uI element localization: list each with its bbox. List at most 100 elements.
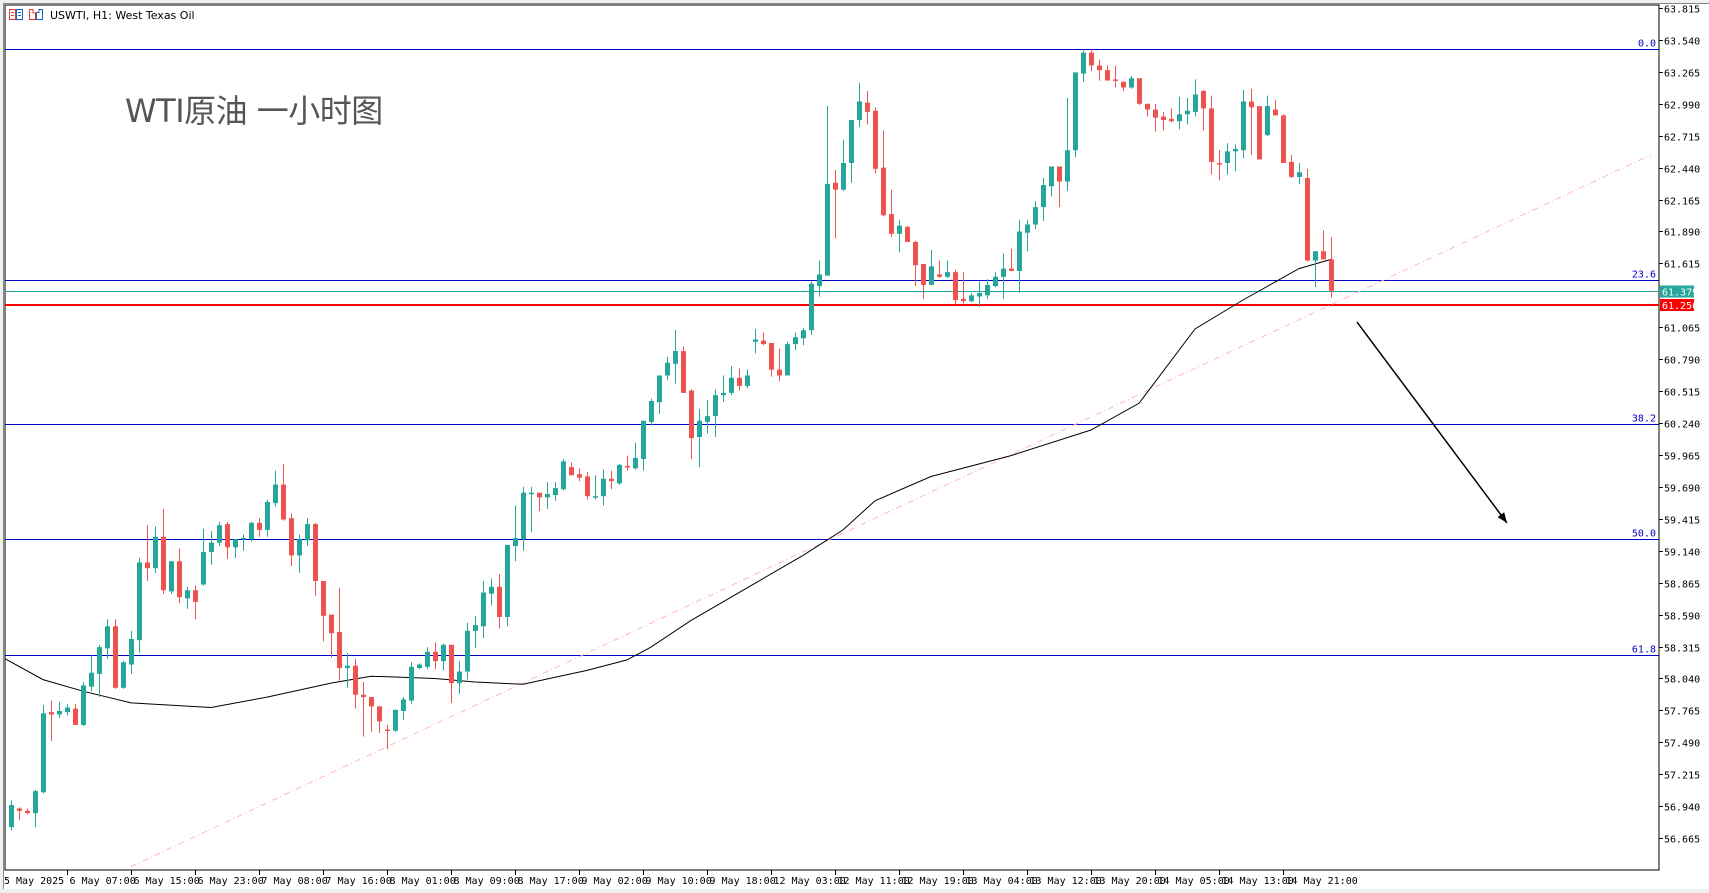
plot-area[interactable] xyxy=(4,4,1660,871)
candle-body xyxy=(1329,259,1334,291)
bullish-candle xyxy=(137,557,142,653)
candle-body xyxy=(489,586,494,594)
bullish-candle xyxy=(401,697,406,721)
bullish-candle xyxy=(1049,166,1054,197)
time-tick-label: 8 May 01:00 xyxy=(390,876,456,887)
bullish-candle xyxy=(1033,201,1038,230)
candle-body xyxy=(129,639,134,665)
price-tick-label: 63.265 xyxy=(1664,69,1700,80)
bearish-candle xyxy=(761,332,766,346)
bearish-candle xyxy=(337,587,342,681)
bullish-candle xyxy=(489,578,494,606)
price-axis[interactable]: 63.815 63.540 63.265 62.990 62.715 62.440 62.1… xyxy=(1659,5,1700,846)
bullish-candle xyxy=(9,800,14,831)
candle-body xyxy=(1017,231,1022,271)
bullish-candle xyxy=(249,521,254,542)
candle-body xyxy=(697,420,702,437)
candle-body xyxy=(473,625,478,631)
candle-body xyxy=(1193,94,1198,112)
time-tick-label: 7 May 16:00 xyxy=(326,876,392,887)
candle-body xyxy=(337,632,342,669)
candle-body xyxy=(1281,115,1286,163)
bearish-candle xyxy=(289,513,294,566)
time-axis[interactable]: 5 May 2025 6 May 07:006 May 15:006 May 23… xyxy=(4,870,1358,887)
price-tick-label: 61.615 xyxy=(1664,260,1700,271)
bullish-candle xyxy=(105,619,110,659)
ask-price-tag xyxy=(1660,299,1694,311)
candle-body xyxy=(57,710,62,715)
candle-body xyxy=(609,478,614,482)
chart-window-icon[interactable] xyxy=(29,9,43,20)
candle-body xyxy=(1209,108,1214,162)
bullish-candle xyxy=(793,332,798,350)
time-tick-label: 6 May 23:00 xyxy=(198,876,264,887)
candle-body xyxy=(401,699,406,711)
candle-body xyxy=(953,272,958,300)
candle-body xyxy=(1105,70,1110,81)
bearish-candle xyxy=(609,470,614,490)
candle-body xyxy=(633,457,638,469)
bullish-candle xyxy=(553,482,558,501)
bullish-candle xyxy=(89,655,94,692)
bullish-candle xyxy=(169,561,174,594)
bullish-candle xyxy=(745,369,750,389)
candle-body xyxy=(537,492,542,498)
candle-body xyxy=(881,167,886,216)
candle-body xyxy=(753,339,758,342)
chart-list-icon[interactable] xyxy=(9,9,23,20)
bullish-candle xyxy=(41,705,46,794)
bullish-candle xyxy=(1065,97,1070,191)
candle-body xyxy=(305,524,310,541)
candle-body xyxy=(1073,72,1078,151)
bearish-candle xyxy=(1281,114,1286,163)
candle-body xyxy=(913,241,918,266)
bearish-candle xyxy=(585,471,590,500)
candle-body xyxy=(177,561,182,598)
candle-body xyxy=(161,536,166,591)
bullish-candle xyxy=(945,260,950,278)
bearish-candle xyxy=(225,521,230,559)
fib-level-label: 50.0 xyxy=(1632,529,1656,540)
candle-body xyxy=(449,644,454,684)
candle-body xyxy=(1049,166,1054,187)
bearish-candle xyxy=(537,492,542,512)
candle-body xyxy=(1321,251,1326,260)
bullish-candle xyxy=(1129,75,1134,89)
bearish-candle xyxy=(449,644,454,703)
candle-body xyxy=(721,392,726,396)
candle-body xyxy=(353,665,358,695)
bullish-candle xyxy=(505,544,510,627)
time-tick-label: 13 May 20:00 xyxy=(1094,876,1166,887)
candle-body xyxy=(985,284,990,296)
bid-price-tag xyxy=(1660,285,1694,298)
bullish-candle xyxy=(57,701,62,718)
bearish-candle xyxy=(193,585,198,620)
bearish-candle xyxy=(161,508,166,594)
bearish-candle xyxy=(17,807,22,821)
bullish-candle xyxy=(417,663,422,670)
bearish-candle xyxy=(625,455,630,471)
time-tick-label: 12 May 11:00 xyxy=(838,876,910,887)
price-tick-label: 57.765 xyxy=(1664,707,1700,718)
candle-body xyxy=(817,274,822,287)
moving-average-group xyxy=(4,258,1332,709)
candle-body xyxy=(1217,162,1222,165)
price-tick-label: 59.415 xyxy=(1664,516,1700,527)
candle-body xyxy=(1089,52,1094,66)
bullish-candle xyxy=(633,442,638,470)
candle-body xyxy=(433,651,438,662)
candle-body xyxy=(425,651,430,667)
bullish-candle xyxy=(465,622,470,680)
bullish-candle xyxy=(529,486,534,533)
bearish-candle xyxy=(921,264,926,299)
candle-body xyxy=(801,330,806,339)
candle-body xyxy=(993,276,998,287)
candle-body xyxy=(1185,110,1190,115)
candle-body xyxy=(1257,106,1262,160)
bullish-candle xyxy=(425,647,430,670)
fib-level-label: 0.0 xyxy=(1638,39,1656,50)
candle-body xyxy=(1097,65,1102,71)
bearish-candle xyxy=(497,573,502,629)
candle-body xyxy=(1289,161,1294,177)
